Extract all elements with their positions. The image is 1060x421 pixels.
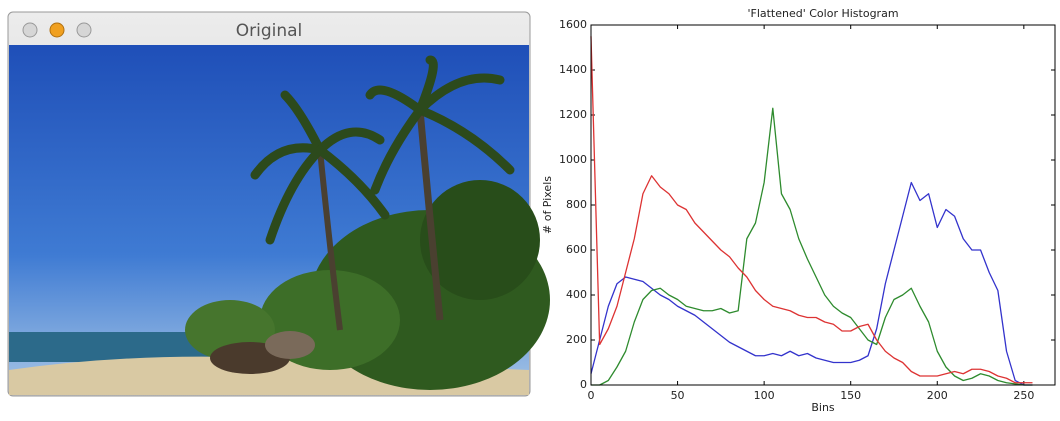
- histogram-chart: 'Flattened' Color Histogram Bins # of Pi…: [541, 7, 1056, 414]
- x-tick-label: 50: [671, 389, 685, 402]
- y-tick-label: 1400: [559, 63, 587, 76]
- window: Original: [7, 11, 550, 397]
- y-tick-label: 200: [566, 333, 587, 346]
- y-tick-label: 1600: [559, 18, 587, 31]
- chart-title: 'Flattened' Color Histogram: [747, 7, 898, 20]
- y-axis-label: # of Pixels: [541, 176, 554, 234]
- x-tick-label: 200: [927, 389, 948, 402]
- minimize-button[interactable]: [49, 22, 65, 38]
- x-tick-label: 100: [754, 389, 775, 402]
- x-tick-label: 250: [1013, 389, 1034, 402]
- window-title: Original: [236, 21, 303, 41]
- x-tick-label: 0: [588, 389, 595, 402]
- x-axis-label: Bins: [811, 401, 835, 414]
- x-tick-label: 150: [840, 389, 861, 402]
- zoom-button[interactable]: [76, 22, 92, 38]
- y-tick-label: 400: [566, 288, 587, 301]
- plot-frame: [590, 24, 1056, 386]
- close-button[interactable]: [22, 22, 38, 38]
- y-tick-label: 0: [580, 378, 587, 391]
- y-tick-label: 1000: [559, 153, 587, 166]
- histogram-line: [590, 36, 1033, 384]
- y-tick-label: 800: [566, 198, 587, 211]
- y-tick-label: 1200: [559, 108, 587, 121]
- photo: [9, 45, 550, 395]
- y-tick-label: 600: [566, 243, 587, 256]
- histogram-line: [591, 107, 1033, 386]
- histogram-line: [590, 181, 1033, 386]
